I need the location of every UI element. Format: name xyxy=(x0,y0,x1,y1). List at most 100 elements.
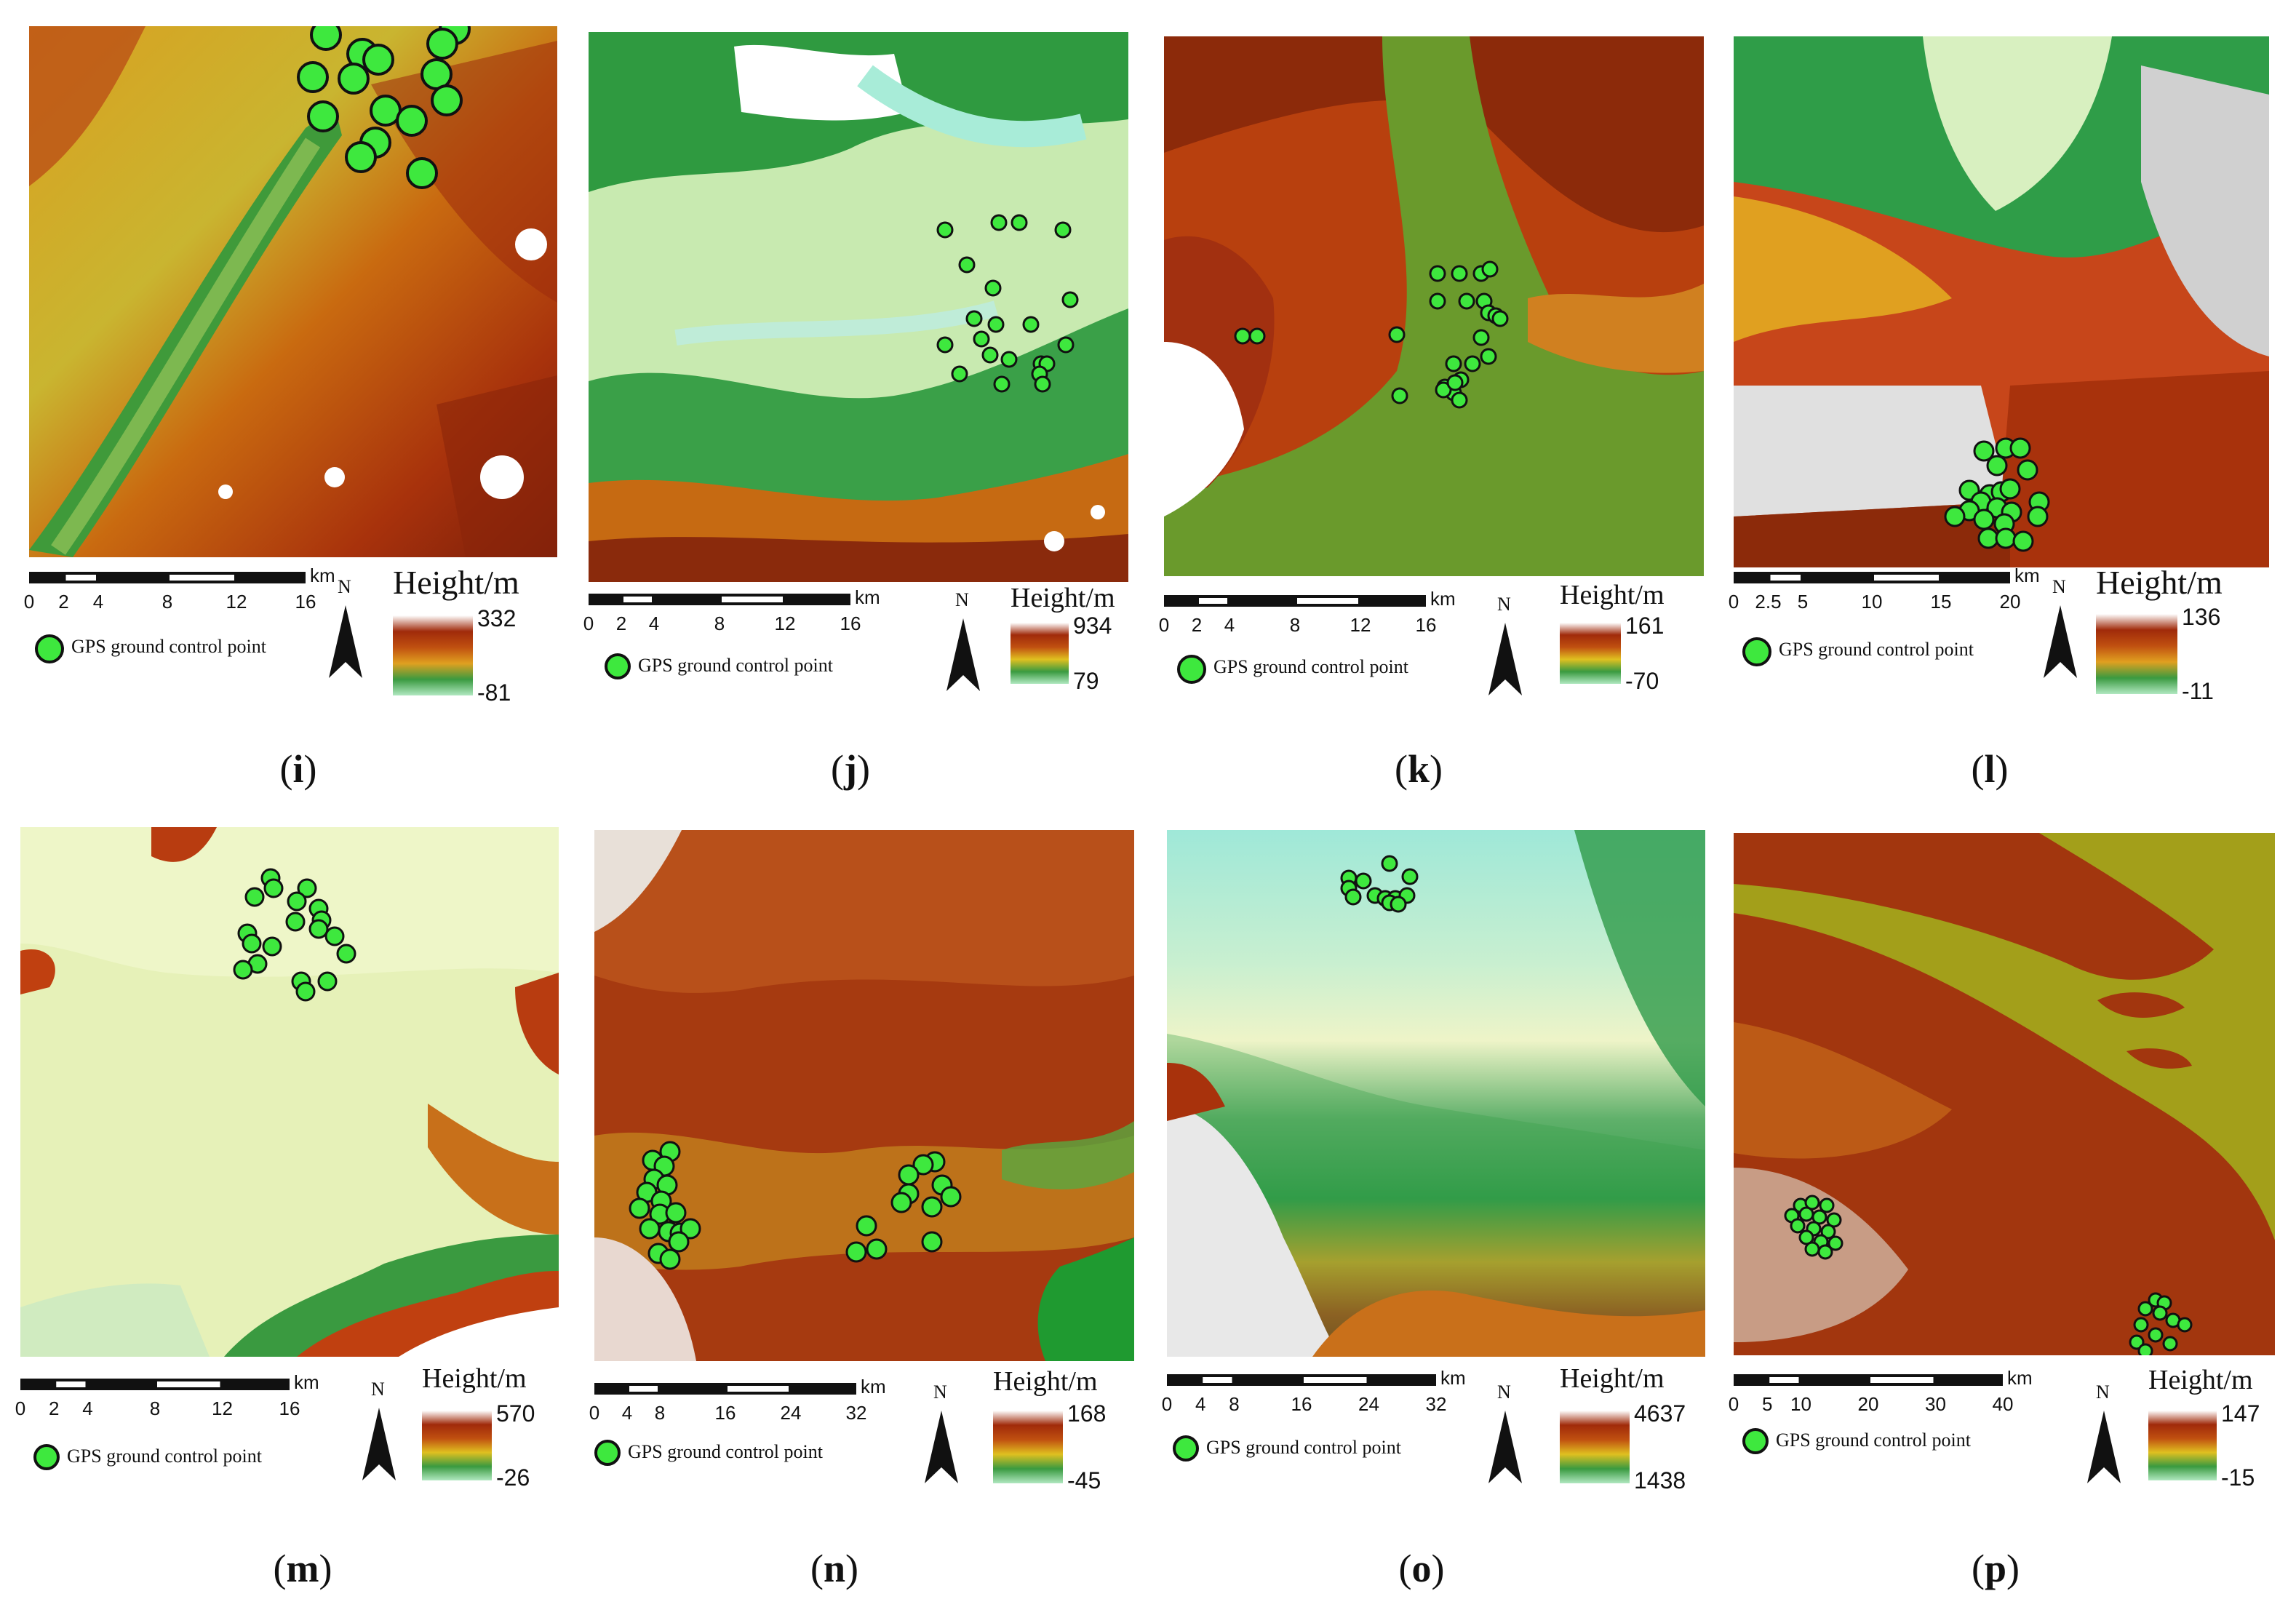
height-min-label: -70 xyxy=(1625,668,1659,694)
gcp-legend-symbol xyxy=(1742,1428,1769,1454)
height-legend-title: Height/m xyxy=(393,564,519,601)
height-min-label: -81 xyxy=(477,679,511,706)
scale-tick-label: 4 xyxy=(1224,614,1235,636)
height-color-ramp xyxy=(1560,1411,1630,1483)
height-min-label: 79 xyxy=(1073,668,1099,694)
height-color-ramp xyxy=(1011,623,1069,684)
north-label: N xyxy=(338,576,351,597)
panel-p xyxy=(1722,800,2289,1599)
panel-j xyxy=(574,0,1141,800)
scale-tick-label: 30 xyxy=(1925,1393,1946,1415)
scale-bar: 0 4 8 16 24 32 km xyxy=(589,1376,900,1425)
scale-tick-label: 24 xyxy=(781,1402,802,1424)
panel-letter-label: (m) xyxy=(273,1547,332,1590)
height-min-label: -15 xyxy=(2221,1464,2255,1491)
scale-tick-label: 8 xyxy=(655,1402,665,1424)
north-arrow-icon xyxy=(2044,605,2077,682)
panel-m xyxy=(0,800,567,1599)
height-legend-title: Height/m xyxy=(1011,583,1115,613)
scale-tick-label: 4 xyxy=(93,591,103,613)
scale-bar: 0 2.5 5 10 15 20 km xyxy=(1729,565,2054,614)
north-label: N xyxy=(1497,1381,1511,1403)
height-color-ramp xyxy=(1560,623,1621,684)
height-color-ramp xyxy=(2148,1411,2217,1480)
gcp-cluster xyxy=(594,830,1134,1361)
gcp-legend-label: GPS ground control point xyxy=(71,636,266,657)
north-label: N xyxy=(955,589,969,610)
height-legend-title: Height/m xyxy=(1560,580,1665,610)
scale-tick-label: 32 xyxy=(1426,1393,1447,1415)
scale-tick-label: 12 xyxy=(212,1397,233,1419)
scale-tick-label: 16 xyxy=(1291,1393,1312,1415)
gcp-legend-symbol xyxy=(594,1440,621,1466)
north-arrow-icon xyxy=(329,605,362,682)
height-max-label: 168 xyxy=(1067,1400,1107,1427)
scale-tick-label: 4 xyxy=(622,1402,632,1424)
north-label: N xyxy=(371,1379,385,1400)
scale-tick-label: 12 xyxy=(226,591,247,613)
scale-bar: 0 5 10 20 30 40 km xyxy=(1729,1367,2046,1416)
scale-tick-label: 0 xyxy=(583,613,594,634)
scale-tick-label: 5 xyxy=(1762,1393,1772,1415)
gcp-cluster xyxy=(29,26,557,557)
scale-unit-label: km xyxy=(1430,588,1456,610)
scale-bar: 0 2 4 8 12 16 km xyxy=(15,1371,333,1421)
height-max-label: 147 xyxy=(2221,1400,2260,1427)
panel-letter-label: (i) xyxy=(279,747,317,791)
gcp-legend-symbol xyxy=(1177,655,1206,684)
scale-tick-label: 0 xyxy=(1159,614,1169,636)
north-arrow-icon xyxy=(2087,1411,2121,1487)
scale-tick-label: 2 xyxy=(616,613,626,634)
gcp-cluster xyxy=(1734,36,2269,567)
gcp-legend-label: GPS ground control point xyxy=(1779,639,1974,660)
scale-tick-label: 0 xyxy=(589,1402,599,1424)
north-arrow-icon xyxy=(1488,1411,1522,1487)
dem-map xyxy=(1167,830,1705,1357)
scale-tick-label: 8 xyxy=(162,591,172,613)
gcp-legend-symbol xyxy=(35,634,64,663)
scale-bar: 0 2 4 8 12 16 km xyxy=(1159,588,1470,637)
gcp-legend-symbol xyxy=(1173,1435,1199,1462)
panel-letter-label: (p) xyxy=(1971,1547,2020,1590)
scale-tick-label: 0 xyxy=(1729,591,1739,613)
height-min-label: 1438 xyxy=(1634,1467,1686,1494)
panel-letter-label: (j) xyxy=(831,747,870,791)
gcp-legend-label: GPS ground control point xyxy=(1776,1429,1971,1451)
height-max-label: 934 xyxy=(1073,613,1112,639)
scale-tick-label: 0 xyxy=(1162,1393,1172,1415)
scale-tick-label: 16 xyxy=(295,591,316,613)
scale-unit-label: km xyxy=(855,586,880,608)
scale-tick-label: 16 xyxy=(1416,614,1437,636)
scale-tick-label: 15 xyxy=(1931,591,1952,613)
north-label: N xyxy=(933,1381,947,1403)
scale-unit-label: km xyxy=(861,1376,886,1397)
scale-tick-label: 4 xyxy=(649,613,659,634)
scale-tick-label: 5 xyxy=(1798,591,1808,613)
gcp-legend-symbol xyxy=(1742,637,1771,666)
gcp-legend-symbol xyxy=(605,653,631,679)
gcp-legend-symbol xyxy=(33,1444,60,1470)
north-label: N xyxy=(2052,576,2066,597)
height-legend-title: Height/m xyxy=(422,1363,527,1394)
panel-n xyxy=(574,800,1141,1599)
scale-tick-label: 24 xyxy=(1358,1393,1379,1415)
scale-tick-label: 8 xyxy=(1290,614,1300,636)
north-label: N xyxy=(2096,1381,2110,1403)
height-color-ramp xyxy=(993,1411,1063,1483)
scale-bar: 0 2 4 8 12 16 km xyxy=(583,586,894,636)
height-max-label: 161 xyxy=(1625,613,1665,639)
height-color-ramp xyxy=(393,615,473,695)
scale-unit-label: km xyxy=(310,565,335,586)
scale-tick-label: 0 xyxy=(15,1397,25,1419)
height-min-label: -26 xyxy=(496,1464,530,1491)
north-arrow-icon xyxy=(1488,623,1522,699)
height-max-label: 136 xyxy=(2182,604,2221,630)
scale-bar: 0 2 4 8 12 16 km xyxy=(24,565,349,614)
scale-tick-label: 2 xyxy=(58,591,68,613)
scale-tick-label: 32 xyxy=(846,1402,867,1424)
dem-map xyxy=(1734,36,2269,567)
dem-map xyxy=(29,26,557,557)
scale-tick-label: 16 xyxy=(715,1402,736,1424)
scale-tick-label: 0 xyxy=(24,591,34,613)
scale-bar: 0 4 8 16 24 32 km xyxy=(1162,1367,1480,1416)
